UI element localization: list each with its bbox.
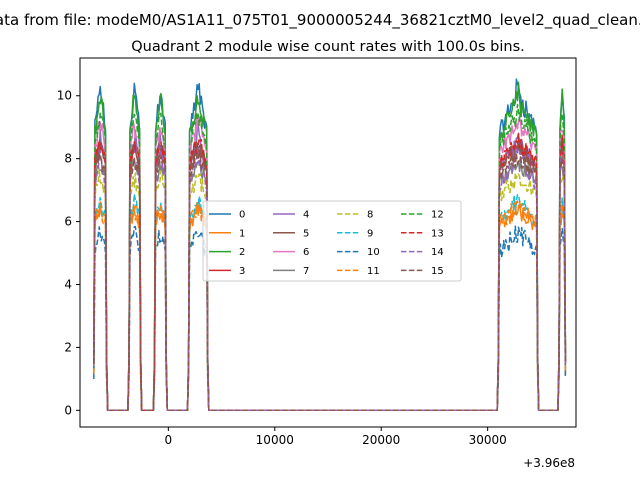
- legend-label-0: 0: [239, 210, 245, 221]
- y-tick-label: 6: [64, 215, 72, 229]
- x-offset-label: +3.96e8: [523, 456, 575, 470]
- legend-label-13: 13: [431, 228, 444, 239]
- legend-label-4: 4: [303, 210, 309, 221]
- legend-label-3: 3: [239, 266, 245, 277]
- y-tick-label: 0: [64, 403, 72, 417]
- legend-label-2: 2: [239, 247, 245, 258]
- series-line-15: [93, 149, 567, 412]
- legend-label-9: 9: [367, 228, 373, 239]
- x-tick-label: 10000: [256, 433, 294, 447]
- legend-label-6: 6: [303, 247, 309, 258]
- x-axis: 0 10000 20000 30000: [165, 427, 507, 447]
- y-tick-label: 8: [64, 152, 72, 166]
- legend-label-5: 5: [303, 228, 309, 239]
- legend-label-11: 11: [367, 266, 380, 277]
- legend-label-8: 8: [367, 210, 373, 221]
- x-tick-label: 20000: [362, 433, 400, 447]
- y-tick-label: 4: [64, 277, 72, 291]
- legend-label-7: 7: [303, 266, 309, 277]
- legend-label-12: 12: [431, 210, 444, 221]
- plot-frame: [79, 57, 577, 428]
- series-line-14: [93, 145, 567, 412]
- legend-label-14: 14: [431, 247, 444, 258]
- x-tick-label: 30000: [469, 433, 507, 447]
- chart-title: Quadrant 2 module wise count rates with …: [131, 39, 525, 55]
- x-tick-label: 0: [165, 433, 173, 447]
- figure-suptitle: Data from file: modeM0/AS1A11_075T01_900…: [0, 11, 640, 30]
- y-tick-label: 2: [64, 340, 72, 354]
- legend-label-10: 10: [367, 247, 380, 258]
- y-tick-label: 10: [57, 89, 72, 103]
- legend-label-1: 1: [239, 228, 245, 239]
- series-layer: [93, 78, 567, 412]
- legend-label-15: 15: [431, 266, 444, 277]
- y-axis: 0 2 4 6 8 10: [57, 89, 80, 417]
- legend-frame: [202, 200, 462, 282]
